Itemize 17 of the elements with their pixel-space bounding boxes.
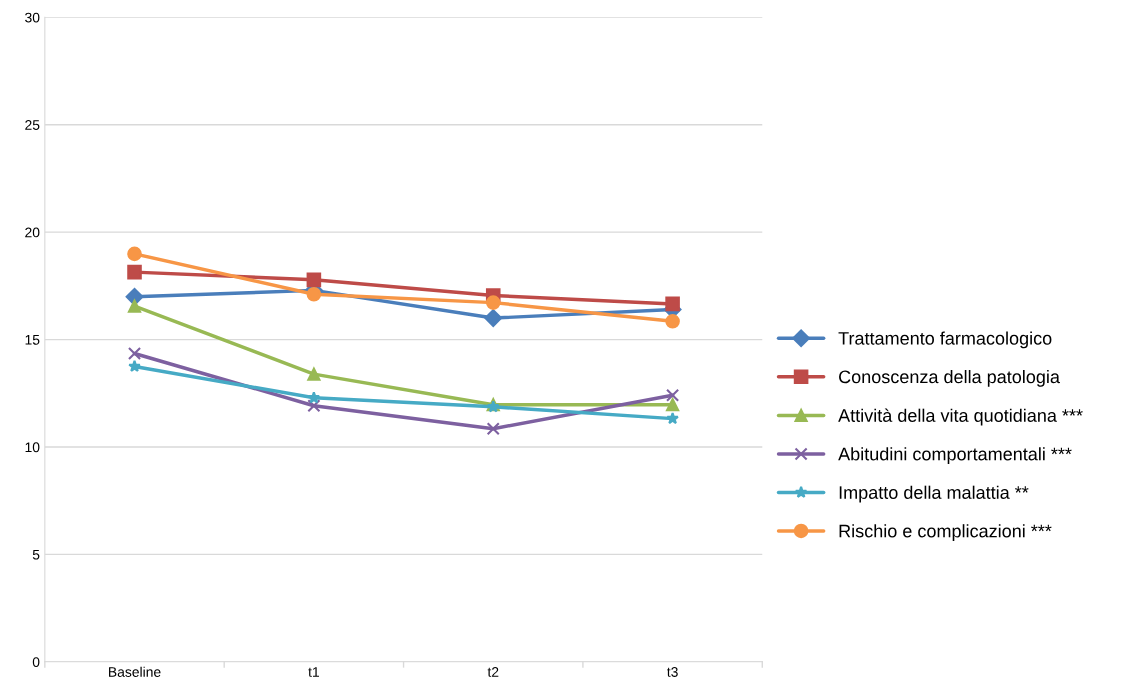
x-tick-label: t1 [308, 667, 319, 677]
y-tick-label: 20 [25, 227, 40, 238]
y-tick-label: 10 [25, 442, 40, 453]
legend-label: Rischio e complicazioni *** [839, 524, 1052, 542]
legend-label: Conoscenza della patologia [839, 369, 1060, 387]
y-tick-label: 15 [25, 335, 40, 345]
y-tick-label: 25 [25, 120, 40, 130]
x-tick-label: t3 [667, 667, 678, 677]
y-tick-label: 0 [32, 657, 40, 667]
legend-label: Impatto della malattia ** [839, 485, 1029, 503]
legend-label: Attività della vita quotidiana *** [838, 408, 1083, 426]
y-tick-label: 5 [32, 549, 40, 560]
legend-label: Abitudini comportamentali *** [838, 447, 1072, 465]
x-tick-label: t2 [487, 667, 499, 677]
x-tick-label: Baseline [109, 666, 161, 677]
y-tick-label: 30 [25, 12, 40, 23]
legend-label: Trattamento farmacologico [838, 331, 1052, 349]
